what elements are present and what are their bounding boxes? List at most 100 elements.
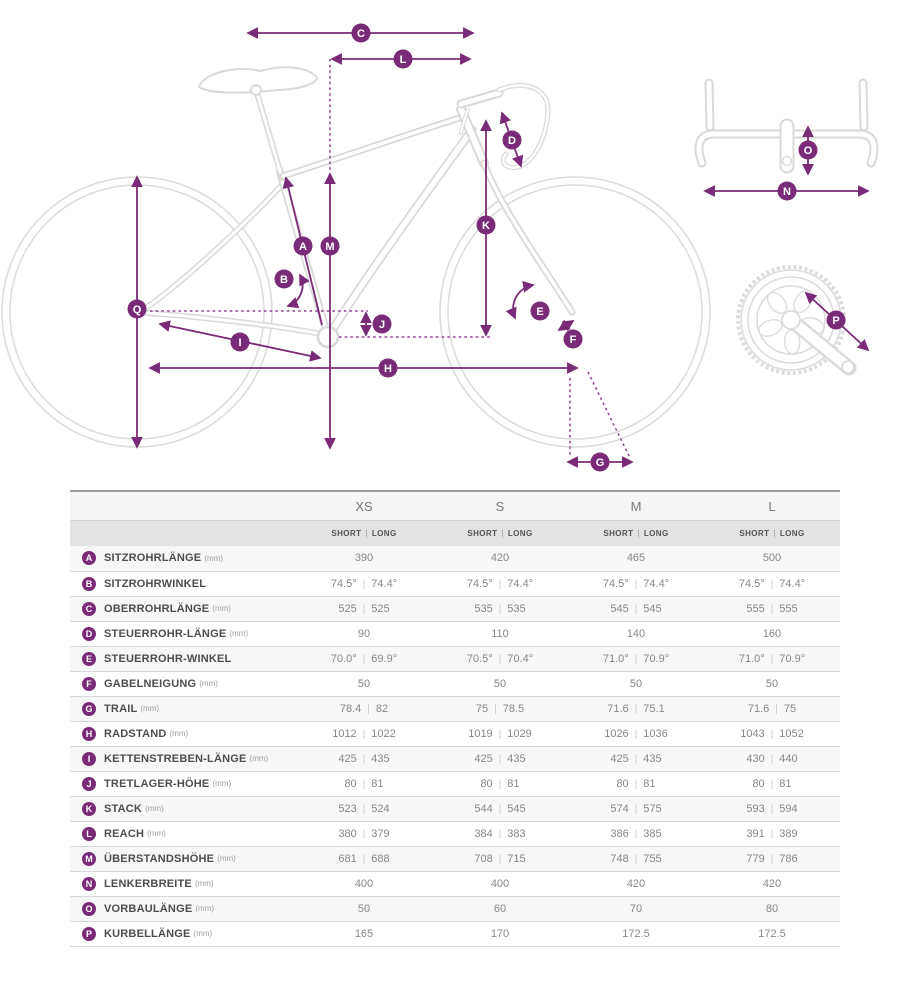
table-row: G TRAIL (mm) 78.4 | 82 75 | 78.5 71.6 | 75.1 71.6 | 75 [70, 696, 840, 721]
long-value: 81 [507, 777, 520, 790]
svg-text:H: H [384, 363, 392, 375]
diagram-badge-e: E [530, 301, 550, 321]
row-label-cell: M ÜBERSTANDSHÖHE (mm) [70, 846, 296, 871]
value-cell: 555 | 555 [704, 596, 840, 621]
empty-header-cell [70, 490, 296, 521]
table-row: F GABELNEIGUNG (mm) 50 50 50 50 [70, 671, 840, 696]
row-letter-badge: G [82, 701, 96, 716]
value-separator: | [634, 828, 638, 840]
row-label: GABELNEIGUNG [104, 677, 197, 690]
long-value: 440 [779, 752, 798, 765]
short-value: 78.4 [339, 702, 362, 715]
svg-text:B: B [280, 274, 288, 286]
value-cell: 74.5° | 74.4° [704, 571, 840, 596]
row-label-cell: J TRETLAGER-HÖHE (mm) [70, 771, 296, 796]
short-value: 380 [338, 827, 357, 840]
value-cell: 384 | 383 [432, 821, 568, 846]
diagram-badge-j: J [372, 314, 392, 334]
long-value: 70.4° [507, 652, 534, 665]
row-label-cell: G TRAIL (mm) [70, 696, 296, 721]
long-value: 81 [643, 777, 656, 790]
row-unit: (mm) [217, 854, 236, 863]
short-value: 420 [490, 552, 510, 565]
value-separator: | [770, 828, 774, 840]
value-separator: | [770, 578, 774, 590]
table-row: M ÜBERSTANDSHÖHE (mm) 681 | 688 708 | 715 748 | 755… [70, 846, 840, 871]
long-value: 70.9° [779, 652, 806, 665]
long-value: 81 [371, 777, 384, 790]
short-value: 80 [616, 777, 629, 790]
row-unit: (mm) [212, 779, 232, 788]
value-separator: | [362, 653, 366, 665]
value-cell: 60 [432, 896, 568, 921]
short-value: 555 [746, 602, 765, 615]
value-cell: 425 | 435 [296, 746, 432, 771]
value-separator: | [362, 728, 366, 740]
row-label: STEUERROHR-WINKEL [104, 652, 232, 665]
long-label: LONG [371, 529, 397, 538]
row-label-cell: H RADSTAND (mm) [70, 721, 296, 746]
short-value: 71.6 [747, 702, 770, 715]
value-separator: | [770, 853, 774, 865]
short-value: 75 [475, 702, 489, 715]
empty-subheader-cell [70, 520, 296, 546]
short-value: 74.5° [330, 577, 357, 590]
diagram-badge-l: L [393, 49, 413, 69]
value-cell: 380 | 379 [296, 821, 432, 846]
handlebar-front-view [694, 78, 879, 174]
subheader-l: SHORT | LONG [704, 520, 840, 546]
svg-text:K: K [482, 220, 490, 232]
diagram-badge-d: D [502, 130, 522, 150]
size-header-row: XS S M L [70, 490, 840, 521]
short-value: 391 [746, 827, 765, 840]
value-cell: 75 | 78.5 [432, 696, 568, 721]
short-label: SHORT [603, 529, 634, 538]
long-value: 82 [375, 702, 389, 715]
row-label: STACK [104, 802, 143, 815]
value-cell: 165 [296, 921, 432, 946]
value-separator: | [362, 828, 366, 840]
row-unit: (mm) [212, 604, 231, 613]
value-cell: 400 [296, 871, 432, 896]
short-value: 681 [338, 852, 357, 865]
value-cell: 80 | 81 [432, 771, 568, 796]
value-cell: 391 | 389 [704, 821, 840, 846]
row-unit: (mm) [229, 629, 249, 638]
diagram-badge-c: C [351, 23, 371, 43]
value-cell: 523 | 524 [296, 796, 432, 821]
short-value: 50 [765, 677, 779, 690]
short-long-header-row: SHORT | LONG SHORT | LONG SHORT | LONG SHORT | L… [70, 520, 840, 546]
diagram-badge-q: Q [127, 299, 147, 319]
value-cell: 140 [568, 621, 704, 646]
svg-text:L: L [400, 54, 407, 66]
row-label: RADSTAND [104, 727, 167, 740]
short-value: 70.5° [466, 652, 493, 665]
short-value: 593 [746, 802, 765, 815]
short-value: 50 [357, 902, 371, 915]
value-cell: 172.5 [568, 921, 704, 946]
table-row: C OBERROHRLÄNGE (mm) 525 | 525 535 | 535 545 | 545 5… [70, 596, 840, 621]
value-separator: | [498, 828, 502, 840]
dotted-reference-lines [150, 59, 631, 459]
value-cell: 70.5° | 70.4° [432, 646, 568, 671]
size-header-s: S [432, 490, 568, 521]
diagram-badge-a: A [293, 236, 313, 256]
short-value: 50 [629, 677, 643, 690]
short-value: 60 [493, 902, 507, 915]
value-cell: 500 [704, 546, 840, 571]
value-separator: | [634, 778, 638, 790]
size-header-xs: XS [296, 490, 432, 521]
short-value: 525 [338, 602, 357, 615]
short-value: 70.0° [330, 652, 357, 665]
long-value: 78.5 [502, 702, 525, 715]
long-value: 535 [507, 602, 526, 615]
value-separator: | [494, 703, 497, 715]
short-value: 574 [610, 802, 629, 815]
short-value: 172.5 [622, 927, 650, 940]
diagram-badge-f: F [563, 329, 583, 349]
short-value: 465 [626, 552, 646, 565]
value-cell: 420 [432, 546, 568, 571]
short-value: 535 [474, 602, 493, 615]
steering-axis-dotted-line [587, 371, 631, 459]
long-label: LONG [643, 529, 669, 538]
